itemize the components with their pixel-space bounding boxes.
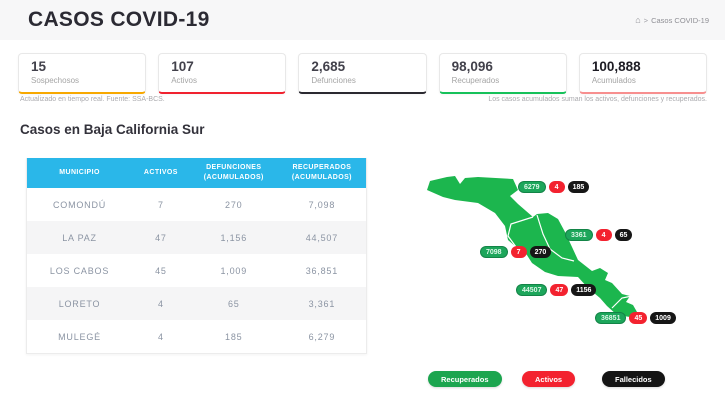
breadcrumb-current[interactable]: Casos COVID-19 — [651, 15, 709, 25]
activos-badge: 4 — [595, 229, 612, 241]
table-row-comondu: COMONDÚ 7 270 7,098 — [27, 188, 366, 221]
activos-badge: 47 — [550, 284, 569, 296]
activos-badge: 7 — [510, 246, 527, 258]
stat-value: 98,096 — [451, 59, 493, 74]
accumulated-note: Los casos acumulados suman los activos, … — [488, 96, 707, 103]
municipality-border-line — [507, 216, 534, 252]
table-row-loreto: LORETO 4 65 3,361 — [27, 287, 366, 320]
recuperados-badge: 7098 — [480, 246, 508, 258]
legend-recuperados[interactable]: Recuperados — [428, 371, 502, 387]
activos-badge: 4 — [548, 181, 565, 193]
municipality-border-line — [611, 295, 633, 309]
table-header: MUNICIPIO ACTIVOS DEFUNCIONES (ACUMULADOS… — [27, 158, 366, 188]
recuperados-badge: 6279 — [518, 181, 546, 193]
stat-card-defunciones: 2,685 Defunciones — [298, 53, 427, 94]
map-marker-loreto: 3361 4 65 — [565, 229, 633, 241]
recuperados-badge: 3361 — [565, 229, 593, 241]
activos-badge: 45 — [629, 312, 648, 324]
map-marker-mulege: 6279 4 185 — [518, 181, 590, 193]
bcs-map-panel: 6279 4 185 3361 4 65 7098 7 270 44507 47… — [410, 160, 715, 400]
stat-value: 100,888 — [591, 59, 641, 74]
map-marker-lapaz: 44507 47 1156 — [516, 284, 597, 296]
fallecidos-badge: 65 — [614, 229, 633, 241]
stat-label: Acumulados — [591, 76, 636, 85]
stats-cards-row: 15 Sospechosos 107 Activos 2,685 Defunci… — [18, 53, 708, 94]
stat-value: 15 — [31, 59, 47, 74]
legend-fallecidos[interactable]: Fallecidos — [602, 371, 665, 387]
col-recuperados: RECUPERADOS (ACUMULADOS) — [291, 163, 352, 182]
fallecidos-badge: 1156 — [571, 284, 597, 296]
section-title: Casos en Baja California Sur — [20, 122, 205, 137]
fallecidos-badge: 1009 — [650, 312, 676, 324]
stat-label: Activos — [171, 76, 197, 85]
table-row-mulege: MULEGÉ 4 185 6,279 — [27, 320, 366, 353]
stat-card-sospechosos: 15 Sospechosos — [18, 53, 147, 94]
legend-activos[interactable]: Activos — [522, 371, 576, 387]
home-icon[interactable]: ⌂ — [635, 15, 641, 25]
page-title: CASOS COVID-19 — [28, 8, 210, 31]
recuperados-badge: 44507 — [516, 284, 548, 296]
stat-label: Recuperados — [451, 76, 500, 85]
breadcrumb-separator: > — [643, 15, 649, 25]
bcs-map[interactable] — [410, 160, 715, 400]
table-row-loscabos: LOS CABOS 45 1,009 36,851 — [27, 254, 366, 287]
breadcrumb: ⌂ > Casos COVID-19 — [635, 15, 709, 25]
map-marker-comondu: 7098 7 270 — [480, 246, 552, 258]
fallecidos-badge: 185 — [567, 181, 590, 193]
fallecidos-badge: 270 — [529, 246, 552, 258]
recuperados-badge: 36851 — [595, 312, 627, 324]
stat-card-acumulados: 100,888 Acumulados — [578, 53, 708, 94]
map-marker-loscabos: 36851 45 1009 — [595, 312, 676, 324]
stat-card-recuperados: 98,096 Recuperados — [438, 53, 567, 94]
col-municipio: MUNICIPIO — [59, 168, 100, 176]
municipios-table: MUNICIPIO ACTIVOS DEFUNCIONES (ACUMULADOS… — [26, 158, 367, 354]
source-note: Actualizado en tiempo real. Fuente: SSA-… — [20, 96, 165, 103]
header: CASOS COVID-19 ⌂ > Casos COVID-19 — [0, 0, 725, 40]
stat-label: Defunciones — [311, 76, 356, 85]
stat-card-activos: 107 Activos — [158, 53, 287, 94]
col-activos: ACTIVOS — [143, 168, 178, 176]
table-row-lapaz: LA PAZ 47 1,156 44,507 — [27, 221, 366, 254]
stat-label: Sospechosos — [31, 76, 80, 85]
stat-value: 107 — [171, 59, 194, 74]
col-defunciones: DEFUNCIONES (ACUMULADOS) — [203, 163, 264, 182]
stat-value: 2,685 — [311, 59, 346, 74]
